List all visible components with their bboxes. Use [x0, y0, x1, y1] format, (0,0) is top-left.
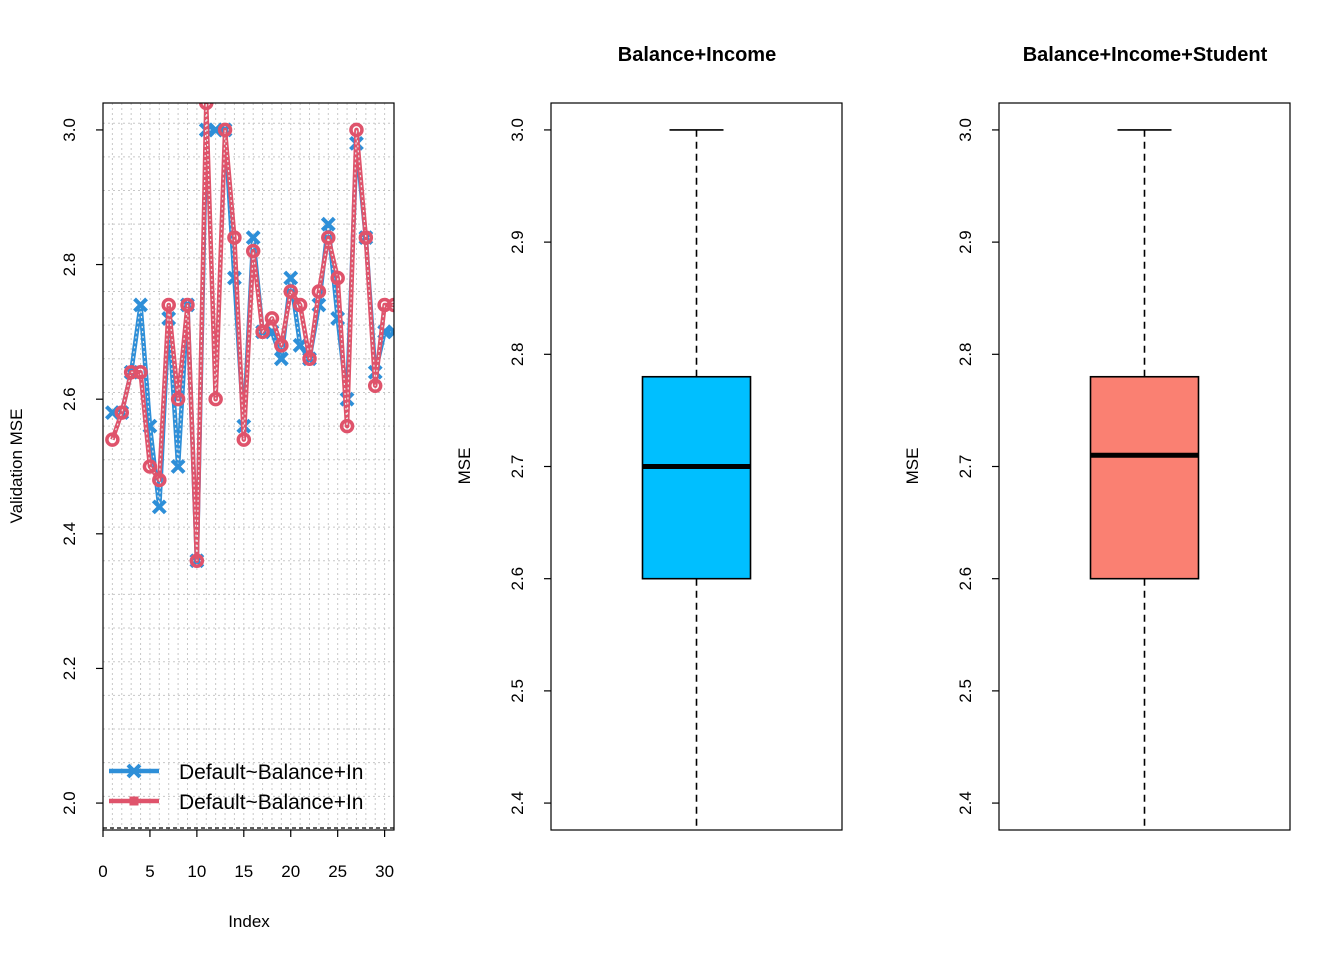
data-point-circle	[245, 243, 261, 259]
data-point-circle	[199, 103, 214, 111]
axes: 2.4 2.5 2.6 2.7 2.8 2.9 3.0	[956, 118, 999, 815]
x-tick-label: 0	[98, 862, 107, 881]
y-tick-label: 2.4	[508, 791, 527, 815]
x-axis-label: Index	[228, 912, 270, 931]
boxplot-panel-balance-income: Balance+Income 2.4 2.5 2.6 2.7 2.8 2.9 3.0 MSE	[455, 44, 843, 831]
data-point-circle	[114, 405, 130, 420]
data-point-x	[133, 297, 148, 313]
data-point-x	[170, 459, 186, 474]
legend-label: Default~Balance+In	[179, 761, 363, 784]
y-axis-label: MSE	[455, 448, 474, 485]
boxplot-panel-balance-income-student: Balance+Income+Student 2.42.52.62.72.82.…	[903, 44, 1291, 831]
y-tick-label: 2.9	[956, 230, 975, 254]
chart-title: Balance+Income	[618, 44, 776, 66]
x-tick-label: 25	[328, 862, 347, 881]
series-line	[110, 103, 394, 563]
y-tick-label: 2.5	[508, 679, 527, 703]
data-point-circle	[189, 553, 205, 568]
data-point-circle	[283, 284, 298, 299]
y-axis-label: Validation MSE	[7, 409, 26, 524]
grid-lines	[103, 103, 394, 830]
line-chart-panel: Default~Balance+In Default~Balance+In 0 5 1…	[7, 102, 395, 931]
legend-marker-x	[126, 763, 142, 779]
y-tick-label: 2.0	[60, 791, 79, 815]
data-point-circle	[227, 230, 242, 245]
data-point-circle	[330, 270, 345, 286]
data-point-circle	[386, 297, 394, 313]
box-layer	[641, 129, 752, 830]
x-tick-label: 10	[187, 862, 206, 881]
data-point-circle	[142, 459, 158, 474]
data-point-circle	[339, 418, 355, 434]
data-point-circle	[311, 284, 327, 299]
y-tick-label: 3.0	[508, 118, 527, 142]
y-tick-label: 2.6	[956, 567, 975, 591]
x-tick-label: 20	[281, 862, 300, 881]
data-point-x	[245, 230, 261, 246]
y-tick-label: 2.8	[508, 342, 527, 366]
data-point-circle	[152, 472, 167, 488]
y-tick-label: 2.7	[508, 455, 527, 479]
y-tick-label: 2.8	[60, 253, 79, 277]
data-point-circle	[302, 351, 317, 367]
y-tick-label: 3.0	[956, 118, 975, 142]
data-point-circle	[180, 297, 195, 313]
y-tick-label: 3.0	[60, 118, 79, 142]
data-point-circle	[264, 311, 280, 326]
legend-marker	[129, 796, 139, 806]
x-tick-label: 30	[375, 862, 394, 881]
data-point-circle	[105, 432, 120, 447]
y-axis-label: MSE	[903, 448, 922, 485]
series-line-dots	[111, 103, 394, 561]
box-iqr	[641, 375, 752, 580]
y-tick-label: 2.6	[508, 567, 527, 591]
data-point-circle	[349, 122, 364, 138]
y-tick-label: 2.4	[956, 791, 975, 815]
y-tick-label: 2.5	[956, 679, 975, 703]
chart-title: Balance+Income+Student	[1023, 44, 1268, 66]
axes: 2.4 2.5 2.6 2.7 2.8 2.9 3.0	[508, 118, 551, 815]
data-point-circle	[217, 122, 233, 138]
series-layer	[104, 103, 394, 569]
data-point-circle	[208, 391, 223, 407]
x-tick-label: 5	[145, 862, 154, 881]
y-tick-label: 2.7	[956, 455, 975, 479]
data-point-circle	[321, 230, 336, 245]
data-point-circle	[292, 297, 308, 313]
y-tick-label: 2.8	[956, 342, 975, 366]
box-iqr	[1089, 375, 1200, 580]
data-point-circle	[161, 297, 176, 313]
y-tick-label: 2.6	[60, 387, 79, 411]
data-point-circle	[133, 365, 148, 380]
axes: 0 5 10 15 20 25 30 2.0 2.2 2.4 2.6 2.8 3.0	[60, 118, 394, 881]
data-point-x	[151, 499, 167, 515]
data-point-circle	[367, 378, 383, 393]
y-tick-label: 2.2	[60, 657, 79, 681]
data-point-x	[320, 216, 336, 232]
data-point-circle	[274, 338, 289, 353]
data-point-circle	[255, 324, 270, 340]
plot-frame	[102, 102, 395, 831]
data-point-circle	[236, 432, 252, 447]
box-layer	[1089, 129, 1200, 830]
data-point-x	[386, 324, 394, 340]
x-tick-label: 15	[234, 862, 253, 881]
data-point-circle	[170, 391, 186, 407]
y-tick-label: 2.4	[60, 522, 79, 546]
data-point-x	[273, 351, 289, 367]
legend-label: Default~Balance+In	[179, 791, 363, 814]
data-point-x	[283, 270, 299, 286]
data-point-circle	[358, 230, 374, 245]
y-tick-label: 2.9	[508, 230, 527, 254]
legend: Default~Balance+In Default~Balance+In	[109, 761, 363, 814]
data-point-x	[292, 337, 308, 353]
